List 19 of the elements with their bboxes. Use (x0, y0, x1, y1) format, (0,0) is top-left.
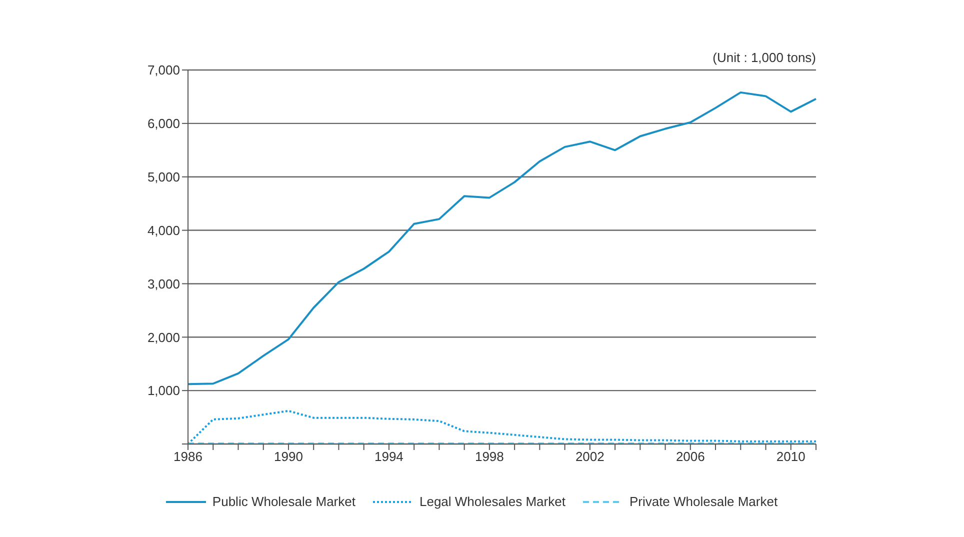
y-tick-label: 1,000 (147, 383, 180, 398)
y-tick-label: 3,000 (147, 276, 180, 292)
y-tick-label: 4,000 (147, 222, 180, 238)
y-tick-label: 7,000 (147, 62, 180, 78)
text: (Unit : 1,000 tons) (712, 50, 816, 65)
legend-label: Public Wholesale Market (211, 494, 356, 509)
x-tick-label: 2006 (676, 449, 705, 464)
y-tick-label: 6,000 (147, 116, 180, 132)
legend-label: Private Wholesale Market (628, 494, 778, 509)
line-series (187, 91, 817, 386)
x-tick-label: 1990 (274, 449, 303, 464)
y-tick-label: 2,000 (147, 330, 180, 345)
legend-label: Legal Wholesales Market (418, 494, 566, 509)
x-tick-label: 2002 (575, 449, 604, 464)
x-tick-label: 1994 (374, 449, 404, 464)
x-tick-label: 1986 (174, 449, 202, 464)
x-tick-label: 1998 (474, 449, 504, 464)
y-tick-label: 5,000 (147, 169, 180, 184)
x-tick-label: 2010 (776, 449, 806, 464)
